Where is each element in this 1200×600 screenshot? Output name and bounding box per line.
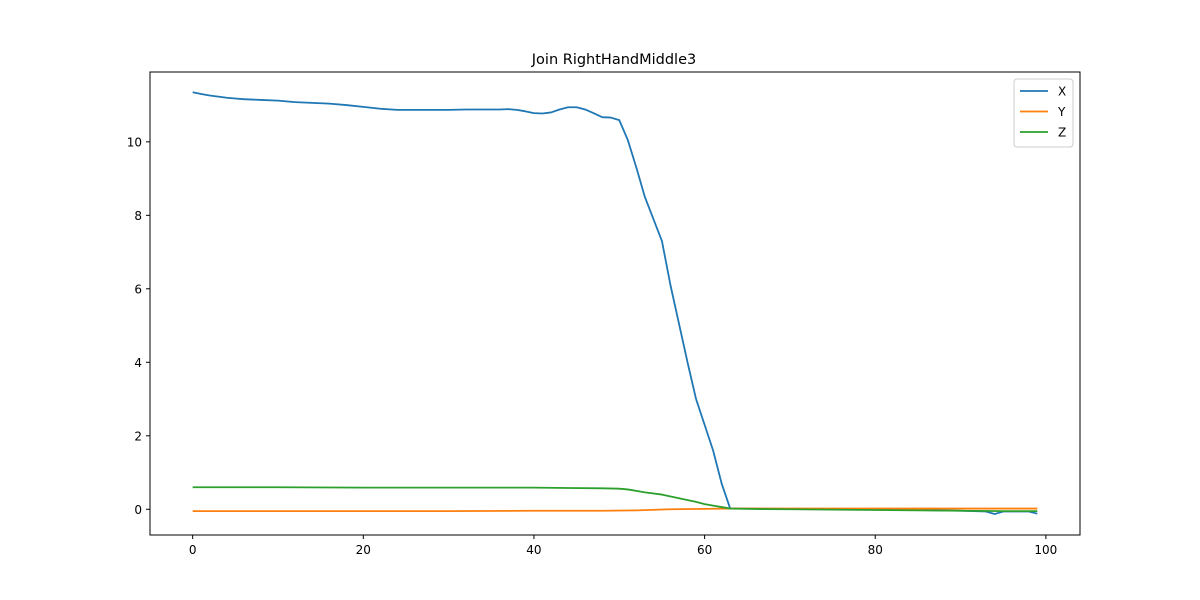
y-axis: 0 2 4 6 8 10	[127, 135, 150, 517]
y-tick-label: 10	[127, 135, 142, 149]
y-tick-label: 2	[134, 429, 142, 443]
plot-frame	[149, 71, 1081, 536]
x-axis: 0 20 40 60 80 100	[189, 535, 1057, 557]
series-line-z	[192, 486, 1038, 513]
x-tick-label: 20	[356, 543, 371, 557]
x-tick-label: 80	[868, 543, 883, 557]
y-tick-label: 0	[134, 503, 142, 517]
plot-area	[149, 71, 1081, 536]
legend: XYZ	[1013, 78, 1074, 148]
x-tick-label: 40	[526, 543, 541, 557]
y-tick-label: 8	[134, 209, 142, 223]
legend-label: Y	[1057, 105, 1066, 119]
x-tick-label: 0	[189, 543, 197, 557]
y-tick-label: 6	[134, 282, 142, 296]
series-lines	[192, 91, 1038, 515]
chart-title: Join RightHandMiddle3	[531, 52, 696, 68]
legend-box	[1013, 78, 1074, 148]
legend-label: Z	[1058, 126, 1066, 140]
series-line-y	[192, 507, 1038, 513]
legend-label: X	[1058, 85, 1066, 99]
y-tick-label: 4	[134, 356, 142, 370]
x-tick-label: 100	[1034, 543, 1057, 557]
x-tick-label: 60	[697, 543, 712, 557]
